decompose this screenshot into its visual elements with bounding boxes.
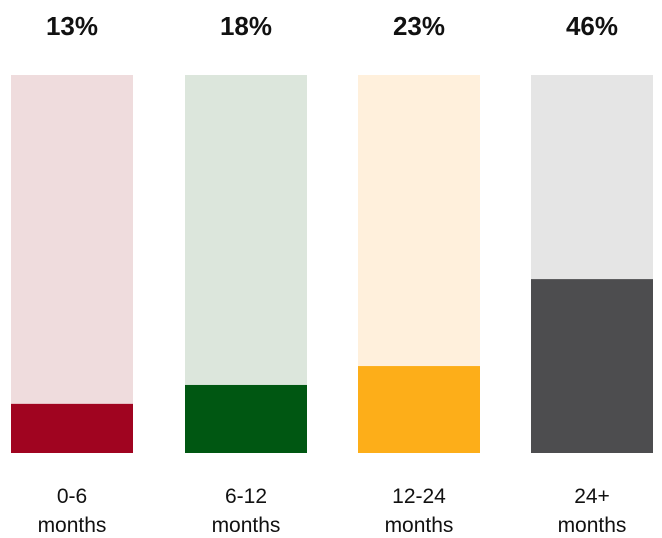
bar <box>11 403 133 453</box>
category-label: months <box>385 514 454 537</box>
data-label: 13% <box>46 11 98 41</box>
category-label: 6-12 <box>225 485 267 508</box>
bar <box>531 279 653 453</box>
bar <box>185 384 307 453</box>
data-label: 18% <box>220 11 272 41</box>
bar <box>358 366 480 453</box>
category-label: months <box>558 514 627 537</box>
data-label: 46% <box>566 11 618 41</box>
bar-track <box>11 75 133 453</box>
category-label: 0-6 <box>57 485 87 508</box>
data-label: 23% <box>393 11 445 41</box>
category-label: 12-24 <box>392 485 446 508</box>
category-label: months <box>38 514 107 537</box>
category-label: 24+ <box>574 485 610 508</box>
category-label: months <box>212 514 281 537</box>
